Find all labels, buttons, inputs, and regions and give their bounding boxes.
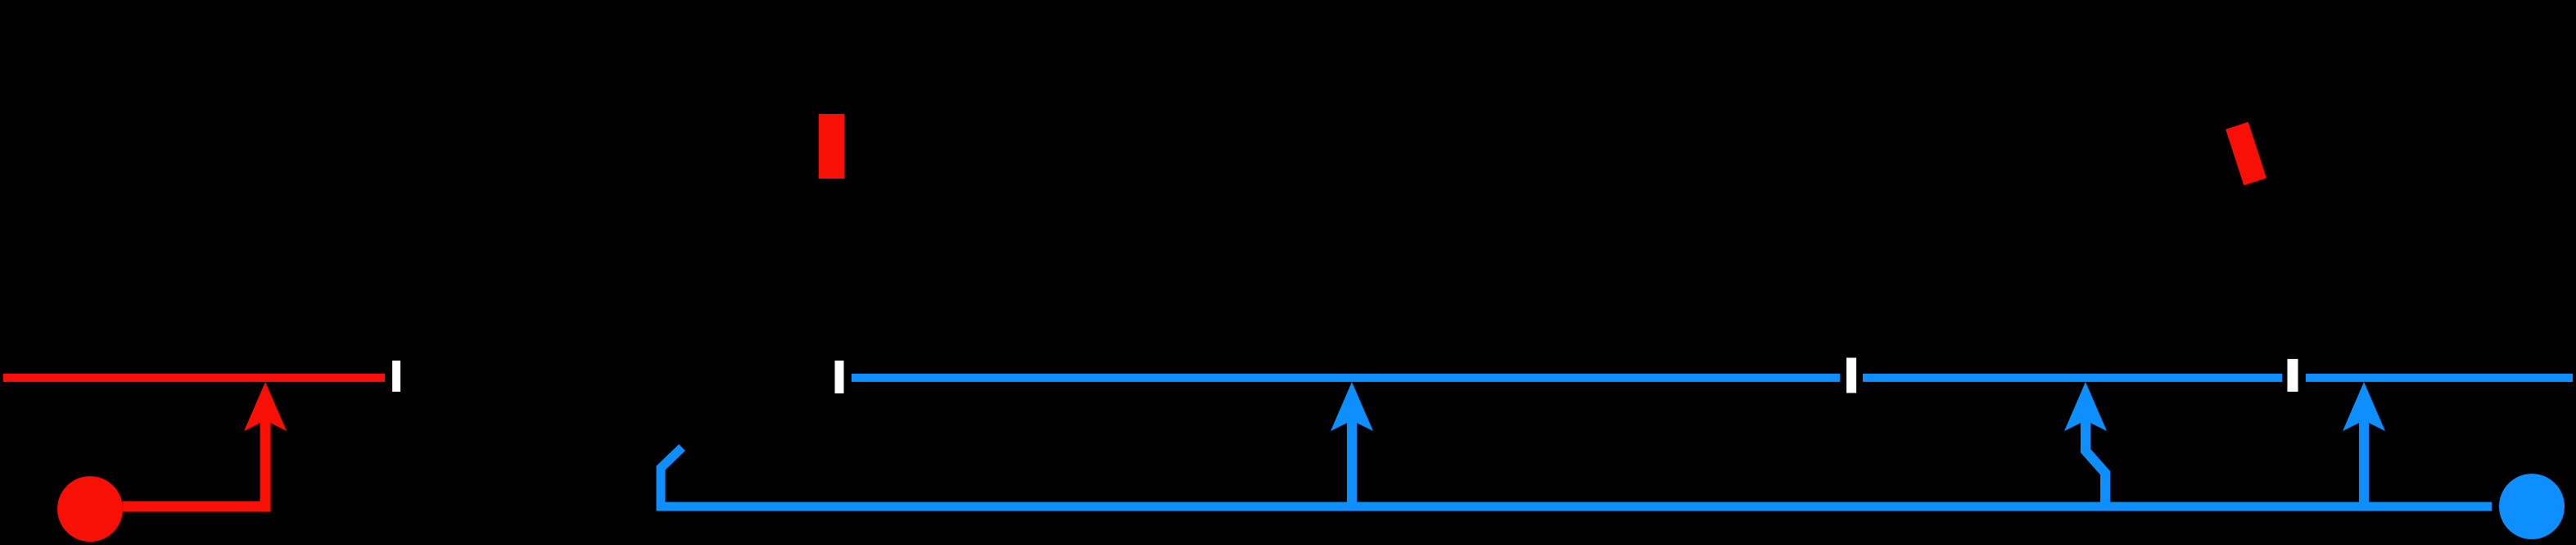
red-source-node [57, 476, 123, 542]
red-marker-tilted [2226, 121, 2266, 186]
blue-arrowhead-3 [2064, 382, 2107, 431]
red-marker-upright [819, 114, 844, 179]
red-arrow-shaft-1 [123, 420, 271, 512]
blue-sink-node [2499, 474, 2565, 539]
blue-arrow-shaft-3 [2081, 420, 2110, 510]
track-tick-4 [2287, 359, 2298, 392]
track-tick-3 [1846, 357, 1856, 393]
blue-feed-line [656, 444, 2492, 511]
red-arrowhead-1 [244, 382, 287, 431]
track-tick-1 [392, 361, 400, 392]
track-tick-2 [834, 361, 844, 393]
blue-arrowhead-2 [1331, 382, 1373, 431]
blue-arrowhead-4 [2343, 382, 2385, 431]
